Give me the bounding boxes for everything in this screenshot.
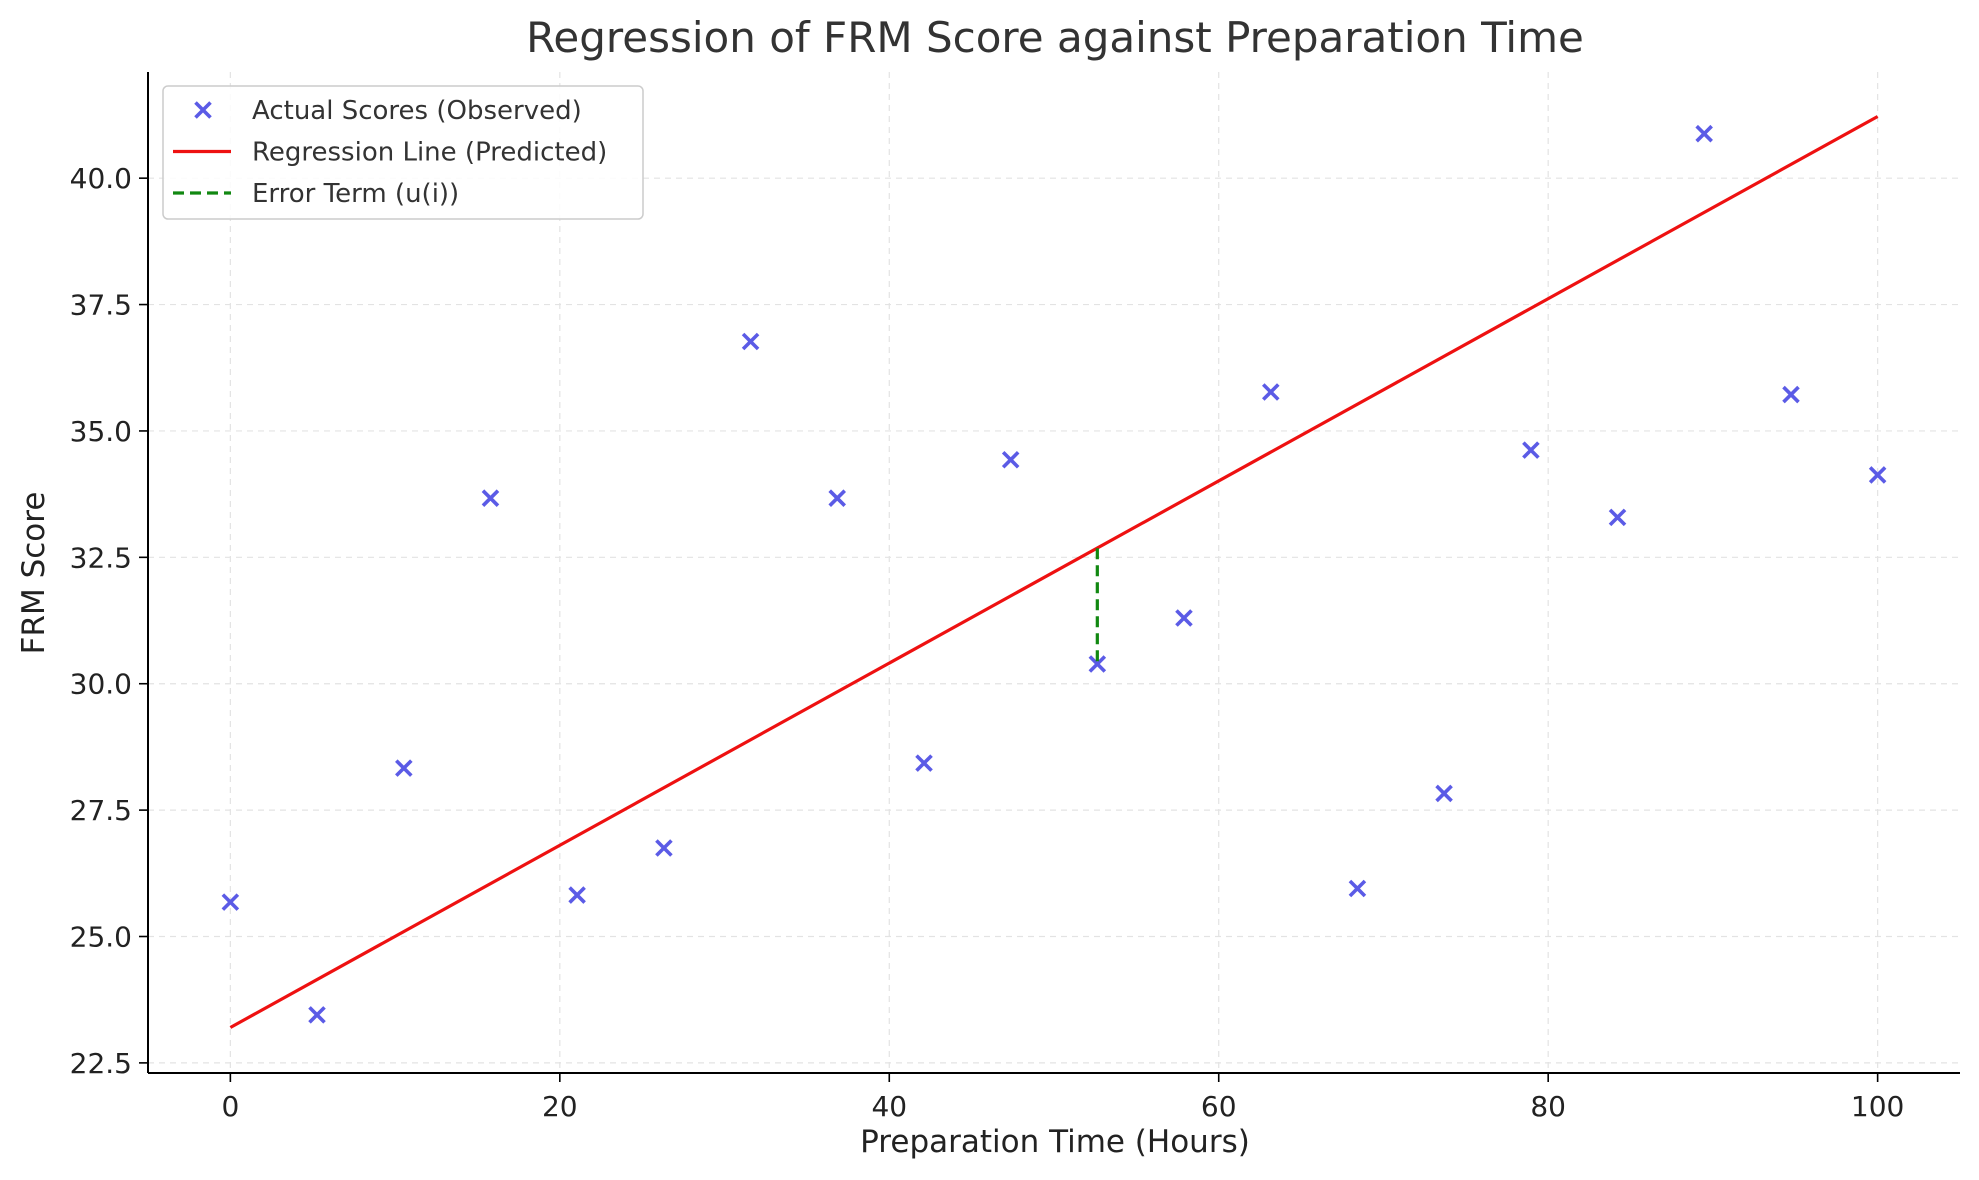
series-actual-scores-observed xyxy=(221,124,1887,1024)
legend-item-regression-line-predicted: Regression Line (Predicted) xyxy=(173,138,607,168)
y-tick-label: 32.5 xyxy=(70,541,132,574)
data-point xyxy=(1868,466,1887,484)
y-tick-label: 37.5 xyxy=(70,289,132,322)
data-point xyxy=(1175,609,1193,627)
data-point xyxy=(1695,124,1713,143)
grid xyxy=(148,72,1960,1073)
legend-item-error-term-u-i: Error Term (u(i)) xyxy=(173,179,459,209)
x-tick-label: 0 xyxy=(221,1090,239,1123)
y-tick-label: 30.0 xyxy=(70,668,132,701)
data-point xyxy=(395,759,413,777)
data-point xyxy=(1088,655,1107,673)
data-point xyxy=(1435,784,1453,803)
x-tick-label: 20 xyxy=(542,1090,578,1123)
data-point xyxy=(655,839,673,857)
legend-label: Error Term (u(i)) xyxy=(252,179,459,209)
y-tick-label: 40.0 xyxy=(70,162,132,195)
data-point xyxy=(1608,508,1627,527)
axes-spines xyxy=(147,72,1960,1074)
x-tick-label: 60 xyxy=(1201,1090,1237,1123)
chart-title: Regression of FRM Score against Preparat… xyxy=(526,13,1584,62)
data-point xyxy=(1001,450,1020,469)
legend-label: Actual Scores (Observed) xyxy=(252,96,582,126)
data-point xyxy=(1262,383,1280,401)
y-axis-label: FRM Score xyxy=(16,492,52,655)
x-axis-label: Preparation Time (Hours) xyxy=(860,1124,1250,1160)
series-regression-line-predicted xyxy=(229,115,1879,1029)
legend-marker-x xyxy=(194,101,212,119)
x-tick-label: 100 xyxy=(1851,1090,1904,1123)
plot-series xyxy=(221,115,1887,1029)
data-point xyxy=(915,754,933,772)
data-point xyxy=(1348,879,1367,898)
data-point xyxy=(221,893,240,911)
data-point xyxy=(1782,385,1800,404)
x-axis-ticks: 0 20 40 60 80 100 xyxy=(221,1073,1904,1123)
legend-box xyxy=(162,85,644,220)
data-point xyxy=(568,886,586,904)
x-tick-label: 80 xyxy=(1530,1090,1566,1123)
legend-label: Regression Line (Predicted) xyxy=(252,138,607,168)
y-tick-label: 25.0 xyxy=(70,921,132,954)
y-tick-label: 27.5 xyxy=(70,794,132,827)
data-point xyxy=(1522,441,1540,459)
y-tick-label: 35.0 xyxy=(70,415,132,448)
data-point xyxy=(741,332,760,351)
data-point xyxy=(308,1006,326,1024)
legend: Actual Scores (Observed) Regression Line … xyxy=(162,85,644,220)
y-tick-label: 22.5 xyxy=(70,1047,132,1080)
y-axis-ticks: 22.5 25.0 27.5 30.0 32.5 35.0 37.5 40.0 xyxy=(70,162,148,1080)
legend-item-actual-scores-observed: Actual Scores (Observed) xyxy=(194,96,582,126)
x-tick-label: 40 xyxy=(871,1090,907,1123)
data-point xyxy=(828,489,846,507)
data-point xyxy=(481,489,500,507)
